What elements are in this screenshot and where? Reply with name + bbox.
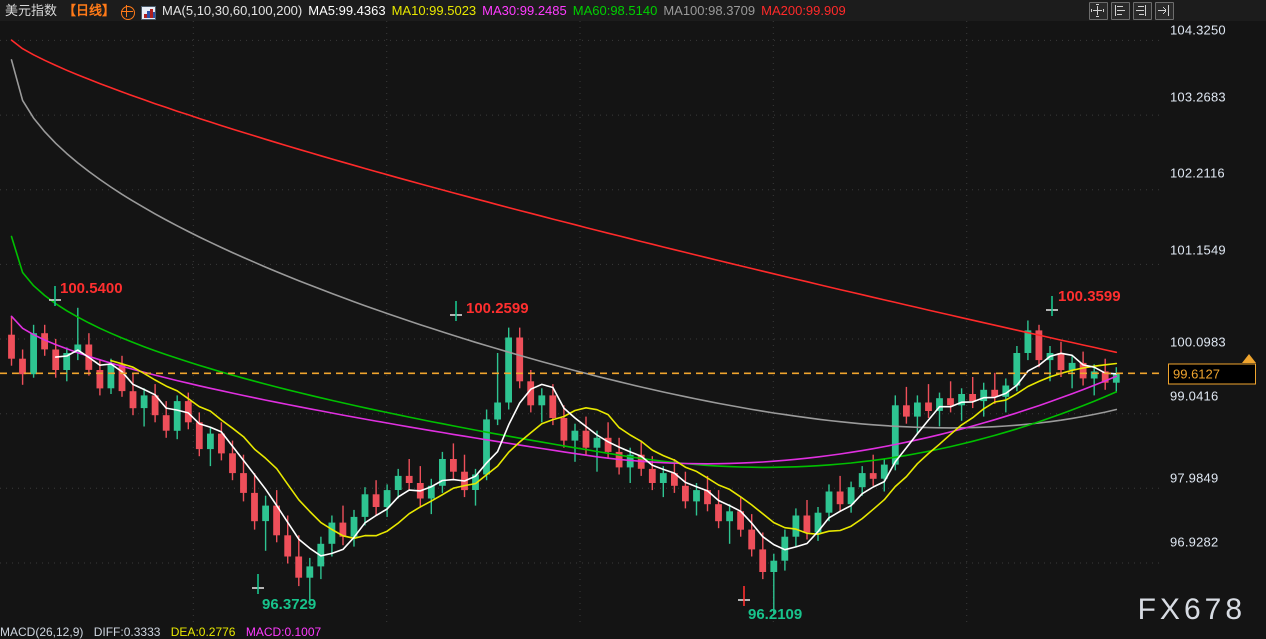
macd-value: MACD:0.1007 [245, 625, 322, 639]
price-tick: 99.0416 [1170, 388, 1219, 404]
price-tick: 97.9849 [1170, 470, 1219, 486]
align-right-icon[interactable] [1133, 2, 1152, 20]
price-tick: 104.3250 [1170, 22, 1226, 38]
ma-config-label: MA(5,10,30,60,100,200) [162, 3, 303, 18]
ma100-value: MA100:98.3709 [663, 3, 756, 18]
price-tick: 96.9282 [1170, 534, 1219, 550]
macd-panel-header: MACD(26,12,9) DIFF:0.3333 DEA:0.2776 MAC… [0, 625, 1266, 639]
high-label-mid: 100.2599 [466, 300, 529, 317]
symbol-name: 美元指数 [5, 3, 58, 18]
price-tick: 101.1549 [1170, 242, 1226, 258]
price-tick: 102.2116 [1170, 165, 1225, 181]
high-label-right: 100.3599 [1058, 288, 1121, 305]
macd-title: MACD(26,12,9) [0, 625, 84, 639]
low-label-left: 96.3729 [262, 596, 317, 613]
ma5-value: MA5:99.4363 [308, 3, 386, 18]
candlestick-chart [0, 21, 1160, 625]
expand-right-icon[interactable] [1155, 2, 1174, 20]
macd-diff: DIFF:0.3333 [93, 625, 161, 639]
chart-header: 美元指数 【日线】 MA(5,10,30,60,100,200) MA5:99.… [0, 0, 1266, 21]
low-label-right: 96.2109 [748, 606, 803, 623]
crosshair-move-icon[interactable] [1089, 2, 1108, 20]
price-tick: 100.0983 [1170, 334, 1226, 350]
period-label[interactable]: 【日线】 [63, 3, 116, 18]
fx678-watermark: FX678 [1137, 593, 1246, 626]
chart-thumbnail-icon[interactable] [141, 5, 157, 20]
ma200-value: MA200:99.909 [761, 3, 846, 18]
macd-dea: DEA:0.2776 [170, 625, 236, 639]
ma60-value: MA60:98.5140 [572, 3, 658, 18]
align-left-icon[interactable] [1111, 2, 1130, 20]
price-tick: 103.2683 [1170, 89, 1226, 105]
high-label-left: 100.5400 [60, 280, 123, 297]
ma10-value: MA10:99.5023 [391, 3, 477, 18]
price-axis[interactable]: 104.3250 103.2683 102.2116 101.1549 100.… [1160, 21, 1266, 639]
last-price-arrow [1242, 354, 1256, 363]
ma30-value: MA30:99.2485 [482, 3, 567, 18]
last-price-badge[interactable]: 99.6127 [1168, 363, 1256, 385]
globe-icon[interactable] [120, 5, 136, 20]
chart-toolbar [1089, 2, 1174, 20]
chart-plot-area[interactable] [0, 21, 1160, 625]
